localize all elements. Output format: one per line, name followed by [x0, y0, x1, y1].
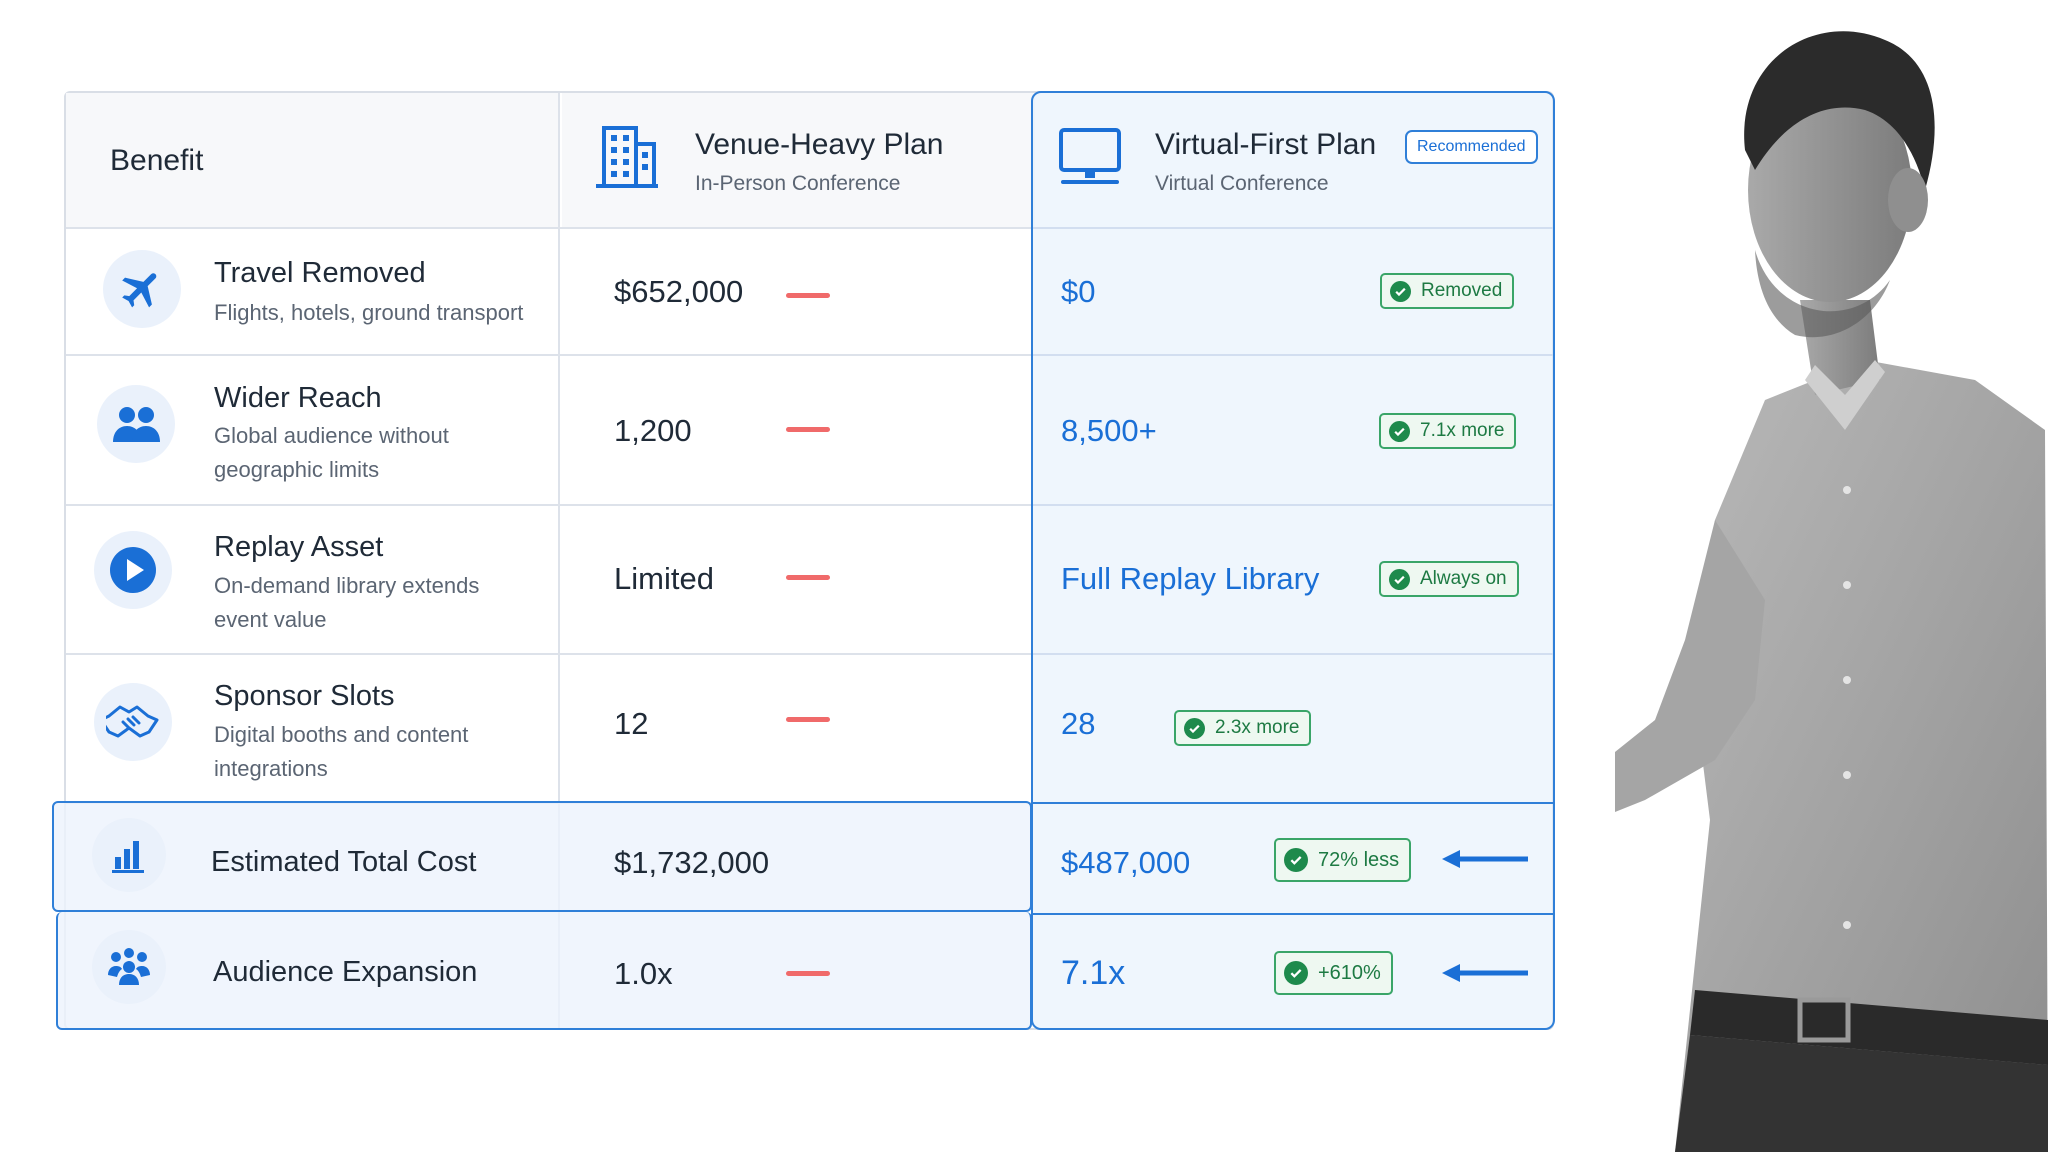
- row-title: Sponsor Slots: [214, 680, 395, 712]
- badge-label: Always on: [1420, 568, 1507, 589]
- virtual-value: 7.1x: [1061, 954, 1126, 992]
- handshake-icon: [94, 683, 172, 761]
- row-divider: [66, 227, 1035, 229]
- virtual-value: Full Replay Library: [1061, 561, 1320, 596]
- row-divider: [66, 354, 1035, 356]
- check-icon: [1284, 848, 1308, 872]
- header-background-venue: [562, 93, 1035, 227]
- play-icon: [94, 531, 172, 609]
- row-divider: [1033, 354, 1553, 356]
- check-icon: [1390, 280, 1411, 302]
- row-divider: [66, 653, 1035, 655]
- venue-value: Limited: [614, 561, 714, 596]
- virtual-value: $0: [1061, 274, 1096, 309]
- row-subtitle: On-demand library extends event value: [214, 573, 480, 632]
- badge-label: 2.3x more: [1215, 717, 1300, 738]
- negative-dash: [786, 427, 830, 432]
- presenter-photo: [1615, 31, 2048, 1152]
- badge-label: 72% less: [1318, 848, 1400, 871]
- recommended-badge: Recommended: [1405, 130, 1538, 164]
- total-row-cost: [52, 801, 1032, 912]
- row-divider: [66, 504, 1035, 506]
- negative-dash: [786, 971, 830, 976]
- row-divider: [1033, 653, 1553, 655]
- check-icon: [1184, 717, 1205, 739]
- monitor-icon: [1057, 126, 1123, 193]
- total-title: Estimated Total Cost: [211, 846, 477, 878]
- venue-value: 12: [614, 706, 649, 741]
- badge-label: Removed: [1421, 280, 1503, 301]
- column-divider: [558, 93, 560, 1028]
- negative-dash: [786, 575, 830, 580]
- row-divider: [1033, 913, 1553, 915]
- benefit-column-header: Benefit: [110, 144, 204, 177]
- venue-value: $652,000: [614, 274, 744, 309]
- negative-dash: [786, 293, 830, 298]
- people-icon: [97, 385, 175, 463]
- virtual-value: 8,500+: [1061, 413, 1157, 448]
- badge-label: 7.1x more: [1420, 420, 1505, 441]
- row-title: Wider Reach: [214, 382, 382, 414]
- row-subtitle: Global audience without geographic limit…: [214, 423, 449, 482]
- venue-value: $1,732,000: [614, 845, 770, 880]
- venue-value: 1.0x: [614, 956, 673, 991]
- virtual-value: $487,000: [1061, 845, 1191, 880]
- row-subtitle: Digital booths and content integrations: [214, 722, 469, 781]
- row-title: Replay Asset: [214, 531, 384, 563]
- bar-chart-icon: [92, 818, 166, 892]
- arrow-left-icon: [1440, 962, 1530, 989]
- status-badge: +610%: [1274, 951, 1393, 995]
- check-icon: [1389, 420, 1410, 442]
- status-badge: 7.1x more: [1379, 413, 1517, 449]
- row-divider: [1033, 802, 1553, 804]
- total-row-audience: [56, 912, 1032, 1030]
- virtual-plan-subtitle: Virtual Conference: [1155, 172, 1329, 195]
- row-divider: [1033, 504, 1553, 506]
- check-icon: [1389, 568, 1410, 590]
- status-badge: Removed: [1380, 273, 1515, 309]
- row-divider: [1033, 227, 1553, 229]
- row-title: Travel Removed: [214, 257, 426, 289]
- status-badge: Always on: [1379, 561, 1519, 597]
- airplane-icon: [103, 250, 181, 328]
- row-subtitle: Flights, hotels, ground transport: [214, 300, 524, 325]
- negative-dash: [786, 717, 830, 722]
- status-badge: 72% less: [1274, 838, 1412, 882]
- virtual-value: 28: [1061, 706, 1096, 741]
- header-background: [66, 93, 560, 227]
- status-badge: 2.3x more: [1174, 710, 1312, 746]
- group-icon: [92, 930, 166, 1004]
- venue-value: 1,200: [614, 413, 692, 448]
- check-icon: [1284, 961, 1308, 985]
- venue-plan-title: Venue-Heavy Plan: [695, 128, 944, 161]
- building-icon: [592, 122, 662, 197]
- arrow-left-icon: [1440, 848, 1530, 875]
- badge-label: +610%: [1318, 961, 1381, 984]
- virtual-plan-title: Virtual-First Plan: [1155, 128, 1377, 161]
- total-title: Audience Expansion: [213, 956, 478, 988]
- venue-plan-subtitle: In-Person Conference: [695, 172, 901, 195]
